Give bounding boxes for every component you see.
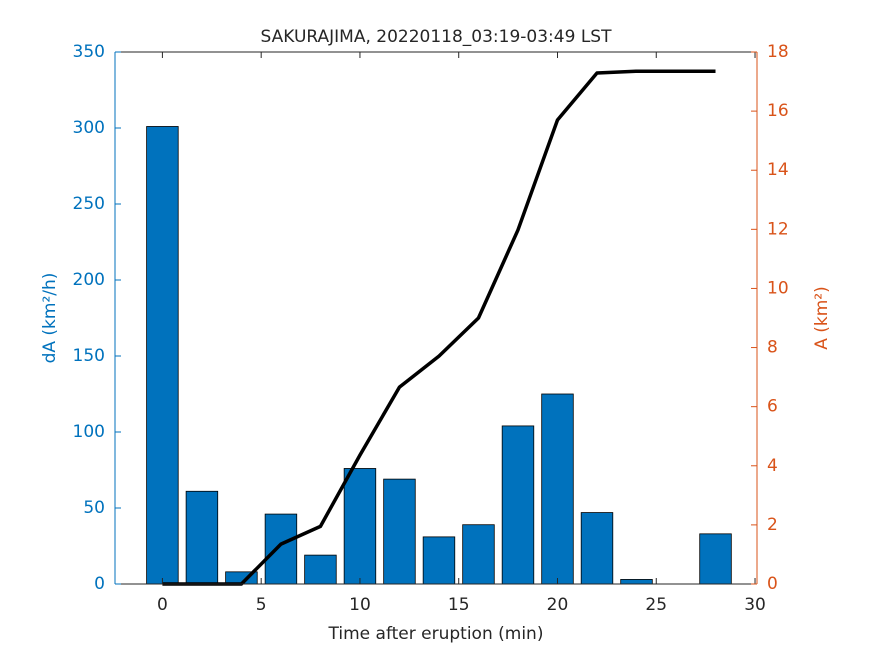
y-tick-label: 50 <box>83 498 105 518</box>
y-tick-label: 350 <box>73 42 105 62</box>
x-tick-label: 25 <box>645 595 667 615</box>
y-axis-label: dA (km²/h) <box>40 273 60 364</box>
x-tick-label: 10 <box>349 595 371 615</box>
y2-tick-label: 18 <box>767 42 789 62</box>
y2-tick-label: 12 <box>767 219 789 239</box>
bar <box>383 478 416 585</box>
bar <box>185 490 219 585</box>
bar <box>620 579 653 585</box>
y-tick-label: 250 <box>73 194 105 214</box>
bar <box>304 554 337 585</box>
x-tick-label: 30 <box>744 595 766 615</box>
x-tick-label: 20 <box>547 595 569 615</box>
y-tick-label: 100 <box>73 422 105 442</box>
y-tick-label: 300 <box>73 118 105 138</box>
bar <box>264 513 298 585</box>
y2-tick-label: 8 <box>767 338 778 358</box>
y-tick-label: 150 <box>73 346 105 366</box>
y-tick-label: 0 <box>94 574 105 594</box>
x-tick-label: 15 <box>448 595 470 615</box>
chart-title: SAKURAJIMA, 20220118_03:19-03:49 LST <box>261 27 613 47</box>
x-tick-label: 5 <box>256 595 267 615</box>
line <box>162 69 716 586</box>
bar <box>422 536 456 585</box>
bar <box>580 512 614 585</box>
y2-tick-label: 4 <box>767 456 778 476</box>
y-tick-label: 200 <box>73 270 105 290</box>
bar <box>462 524 495 585</box>
bar <box>699 533 732 585</box>
y2-tick-label: 16 <box>767 101 789 121</box>
y2-axis-label: A (km²) <box>812 286 832 350</box>
bar <box>146 126 179 585</box>
y2-tick-label: 10 <box>767 278 789 298</box>
x-tick-label: 0 <box>157 595 168 615</box>
bar <box>343 468 377 585</box>
y2-tick-label: 6 <box>767 397 778 417</box>
x-axis-label: Time after eruption (min) <box>328 624 544 644</box>
y2-tick-label: 14 <box>767 160 789 180</box>
y2-tick-label: 2 <box>767 515 778 535</box>
bar <box>501 425 535 585</box>
y2-tick-label: 0 <box>767 574 778 594</box>
bar <box>541 393 574 585</box>
